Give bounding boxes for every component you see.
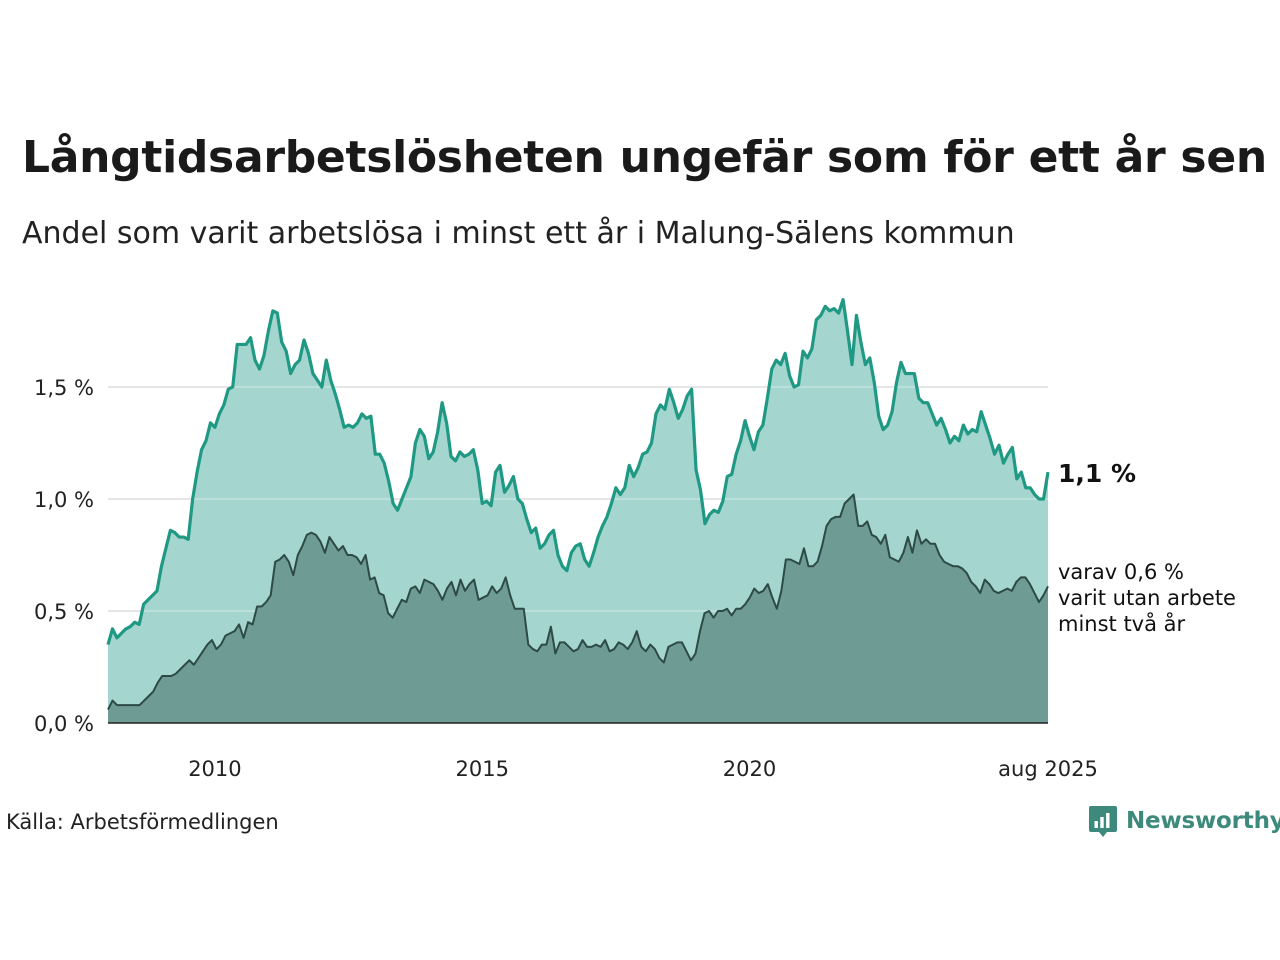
- chart-subtitle: Andel som varit arbetslösa i minst ett å…: [22, 216, 1015, 251]
- chart-title: Långtidsarbetslösheten ungefär som för e…: [22, 132, 1267, 183]
- sub-value-label: minst två år: [1058, 611, 1186, 636]
- newsworthy-logo[interactable]: Newsworthy: [1088, 804, 1280, 838]
- x-tick-label: 2020: [723, 757, 776, 781]
- y-tick-label: 1,5 %: [34, 376, 94, 400]
- logo-text: Newsworthy: [1126, 808, 1280, 834]
- area-chart: 0,0 % 0,5 % 1,0 % 1,5 % 2010 2015 2020 aug 2025…: [34, 298, 1236, 781]
- x-tick-label: aug 2025: [998, 757, 1098, 781]
- sub-value-label: varav 0,6 %: [1058, 560, 1184, 584]
- series-1-line: [106, 298, 1050, 646]
- source-note: Källa: Arbetsförmedlingen: [6, 810, 279, 834]
- y-tick-label: 0,5 %: [34, 600, 94, 624]
- x-tick-label: 2010: [188, 757, 241, 781]
- series-2-line: [107, 493, 1049, 711]
- end-value-label: 1,1 %: [1058, 459, 1136, 488]
- y-tick-label: 1,0 %: [34, 488, 94, 512]
- series-2-area: [108, 494, 1048, 723]
- chart-bar-icon: [1089, 806, 1117, 837]
- sub-value-label: varit utan arbete: [1058, 586, 1236, 610]
- y-tick-label: 0,0 %: [34, 712, 94, 736]
- x-tick-label: 2015: [455, 757, 508, 781]
